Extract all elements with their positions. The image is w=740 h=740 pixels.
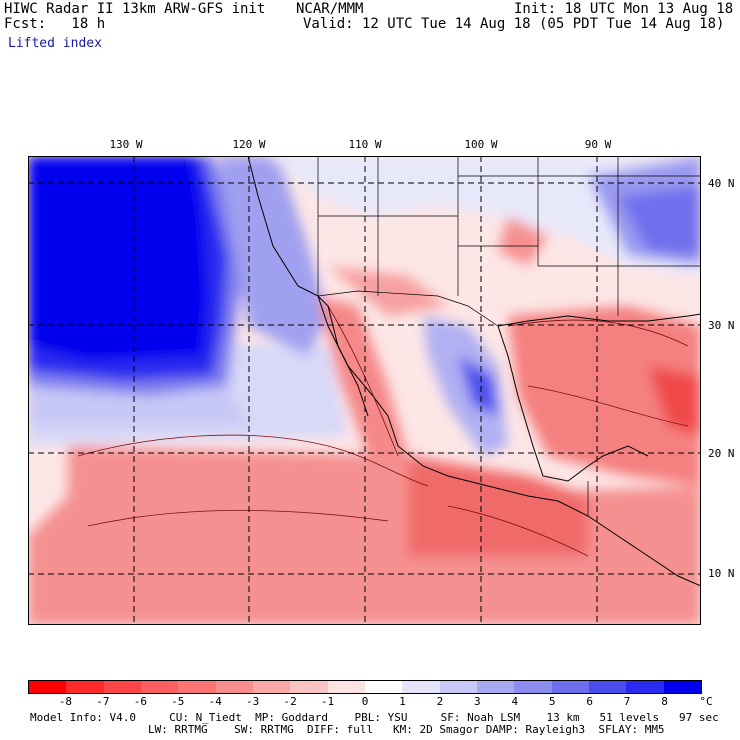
- valid-time: Valid: 12 UTC Tue 14 Aug 18 (05 PDT Tue …: [303, 16, 725, 32]
- colorbar-swatch: [215, 681, 253, 693]
- map-frame: [28, 156, 701, 625]
- colorbar-swatch: [514, 681, 552, 693]
- colorbar-tick-label: -1: [320, 695, 335, 708]
- lon-label-100w: 100 W: [464, 138, 498, 151]
- colorbar-swatch: [588, 681, 627, 693]
- lon-label-90w: 90 W: [584, 138, 612, 151]
- colorbar-tick-label: -5: [171, 695, 185, 708]
- colorbar-swatch: [66, 681, 104, 693]
- colorbar-swatch: [439, 681, 477, 693]
- colorbar-tick-label: 0: [361, 695, 369, 708]
- colorbar-tick-label: 4: [511, 695, 519, 708]
- forecast-hour: Fcst: 18 h: [4, 16, 106, 32]
- graticule: [28, 156, 701, 625]
- lon-label-110w: 110 W: [348, 138, 382, 151]
- lat-label-20n: 20 N: [708, 447, 735, 460]
- institution-label: NCAR/MMM: [296, 1, 364, 17]
- coastlines: [247, 156, 701, 587]
- colorbar-swatch: [178, 681, 216, 693]
- colorbar-unit: °C: [699, 695, 713, 708]
- colorbar-tick-label: 1: [399, 695, 406, 708]
- lat-label-40n: 40 N: [708, 177, 735, 190]
- colorbar-swatch: [364, 681, 403, 693]
- model-title: HIWC Radar II 13km ARW-GFS init: [4, 1, 266, 17]
- contour-lines: [77, 305, 689, 557]
- lon-label-130w: 130 W: [109, 138, 143, 151]
- colorbar-tick-label: 3: [474, 695, 481, 708]
- init-time: Init: 18 UTC Mon 13 Aug 18: [514, 1, 734, 17]
- colorbar-tick-label: 8: [661, 695, 668, 708]
- colorbar-tick-label: 2: [436, 695, 444, 708]
- colorbar-tick-label: -6: [133, 695, 147, 708]
- colorbar-tick-label: 5: [548, 695, 556, 708]
- colorbar-swatch: [140, 681, 179, 693]
- colorbar-tick-label: 7: [623, 695, 631, 708]
- colorbar-tick-label: -8: [58, 695, 73, 708]
- colorbar-tick-label: -3: [246, 695, 260, 708]
- colorbar-swatch: [626, 681, 664, 693]
- lat-label-10n: 10 N: [708, 567, 735, 580]
- colorbar-tick-label: -7: [96, 695, 110, 708]
- colorbar-swatch: [103, 681, 141, 693]
- colorbar-swatch: [551, 681, 589, 693]
- colorbar-swatch: [663, 681, 701, 693]
- map-canvas: [28, 156, 701, 625]
- colorbar-swatch: [252, 681, 291, 693]
- model-info-line2: LW: RRTMG SW: RRTMG DIFF: full KM: 2D Sm…: [148, 723, 665, 736]
- model-info-line1: Model Info: V4.0 CU: N_Tiedt MP: Goddard…: [30, 711, 719, 724]
- colorbar-tick-label: -4: [208, 695, 222, 708]
- ocean-field: [28, 156, 701, 625]
- lat-label-30n: 30 N: [708, 319, 735, 332]
- colorbar: [28, 680, 702, 694]
- colorbar-swatch: [290, 681, 328, 693]
- colorbar-swatch: [476, 681, 515, 693]
- lifted-index-map: [28, 156, 701, 625]
- field-name: Lifted index: [8, 36, 102, 51]
- colorbar-swatch: [327, 681, 365, 693]
- lon-label-120w: 120 W: [232, 138, 266, 151]
- colorbar-swatch: [402, 681, 440, 693]
- colorbar-tick-label: 6: [586, 695, 593, 708]
- colorbar-swatch: [29, 681, 67, 693]
- colorbar-tick-label: -2: [283, 695, 297, 708]
